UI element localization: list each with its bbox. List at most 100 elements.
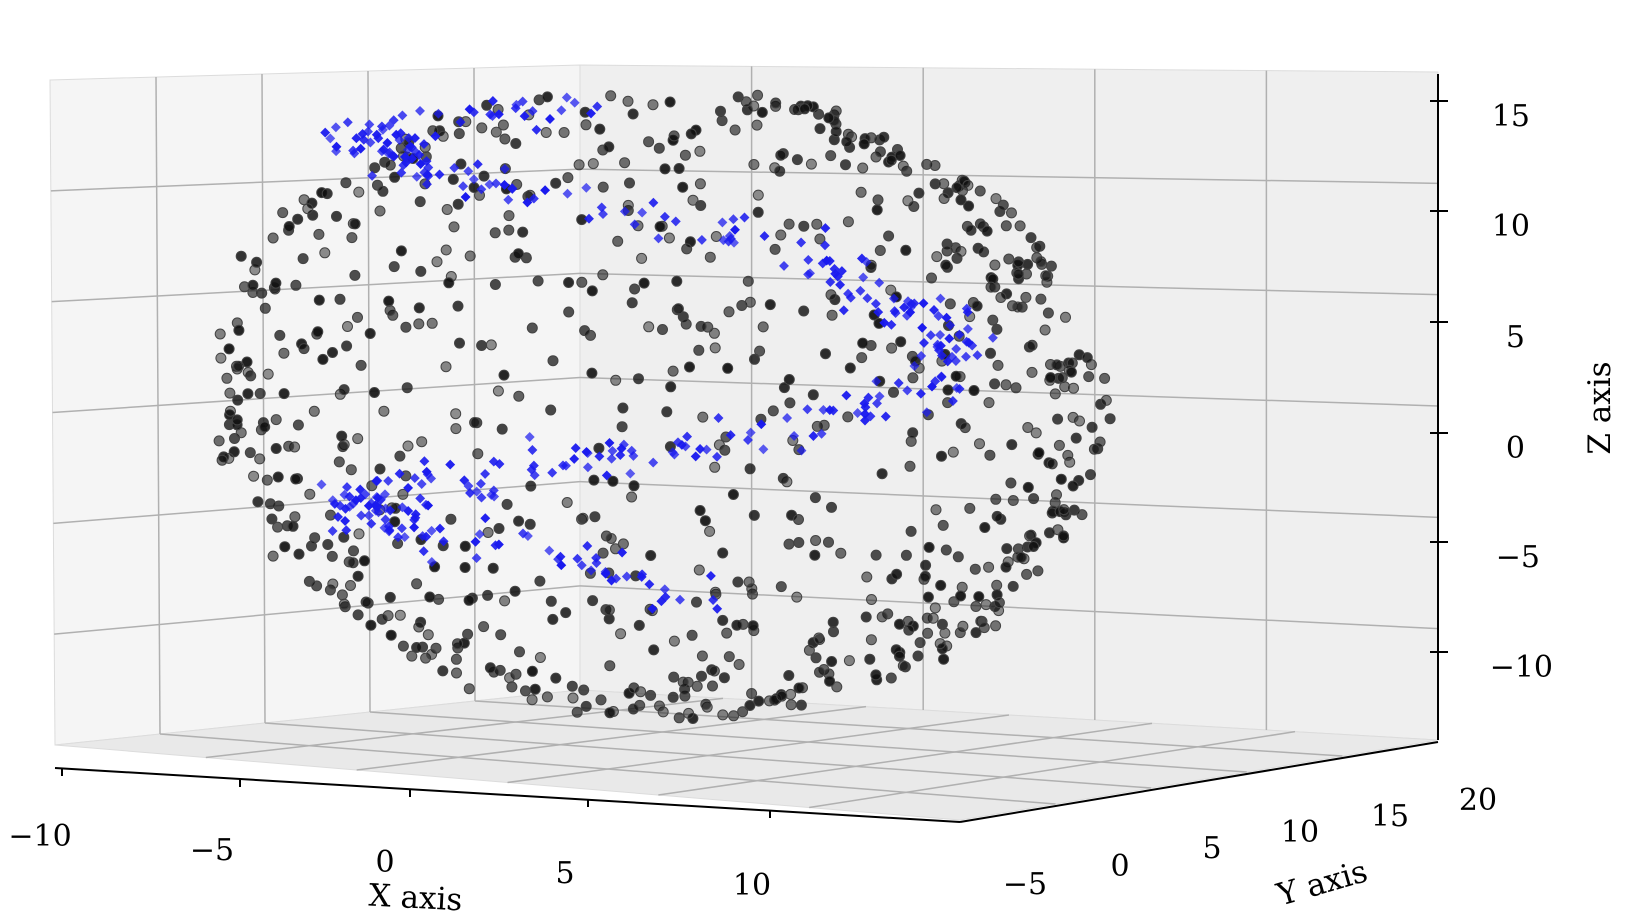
scatter-point-blue [682,431,693,442]
scatter-point-black [744,700,756,711]
scatter-point-black [587,595,599,607]
scatter-point-black [1007,495,1019,506]
scatter-point-blue [617,547,628,558]
scatter-point-black [921,612,933,624]
scatter-point-blue [476,492,487,503]
scatter-point-blue [879,317,890,328]
scatter-point-blue [987,332,998,343]
scatter-point-blue [730,224,740,235]
scatter-point-black [717,709,729,721]
scatter-point-black [627,703,639,715]
scatter-point-blue [355,484,366,495]
scatter-point-black [526,665,538,677]
scatter-point-black [279,541,291,553]
scatter-point-blue [644,579,655,590]
scatter-point-black [440,361,452,373]
scatter-point-black [589,511,601,523]
scatter-point-black [514,646,525,658]
scatter-point-black [991,323,1003,335]
grid-line [369,711,1247,773]
scatter-point-blue [856,253,867,264]
scatter-point-black [1030,427,1042,439]
scatter-point-black [740,96,752,108]
scatter-point-black [498,369,510,381]
scatter-point-blue [816,428,827,439]
scatter-point-black [580,119,592,131]
scatter-point-black [612,235,624,247]
scatter-point-black [721,627,733,639]
scatter-point-black [369,162,381,174]
z-axis-title: Z axis [1582,361,1618,454]
scatter-point-black [1022,481,1034,493]
scatter-point-blue [601,470,612,481]
scatter-point-black [704,251,716,263]
scatter-point-black [251,256,263,268]
scatter-point-black [820,348,831,360]
scatter-point-black [298,343,310,355]
scatter-point-black [490,126,502,138]
scatter-point-black [681,243,693,255]
scatter-point-blue [488,456,499,467]
scatter-point-black [843,655,855,667]
scatter-point-black [716,115,728,127]
scatter-point-black [489,227,501,239]
scatter-point-black [677,676,689,688]
x-tick-label: −10 [8,819,71,854]
scatter-point-black [441,204,453,215]
scatter-point-black [989,259,1001,271]
scatter-point-black [1028,493,1040,505]
scatter-point-black [525,480,537,492]
scatter-point-black [384,159,396,171]
scatter-point-black [731,619,743,631]
scatter-point-black [624,177,635,189]
scatter-point-black [1022,258,1034,270]
scatter-point-blue [331,146,342,157]
scatter-point-black [1045,372,1057,384]
scatter-point-black [306,540,317,552]
scatter-point-black [1010,382,1022,394]
scatter-point-black [717,547,729,559]
scatter-point-blue [600,566,611,577]
scatter-point-blue [327,526,338,536]
y-tick-label: 0 [1110,849,1129,884]
scatter-point-black [619,157,631,169]
scatter-point-blue [522,197,533,208]
scatter-point-black [860,611,872,623]
scatter-point-black [224,387,236,399]
scatter-point-black [938,178,950,190]
scatter-point-black [394,609,406,621]
scatter-point-blue [360,489,371,500]
scatter-point-black [338,384,350,396]
scatter-point-black [348,545,359,557]
scatter-point-black [627,108,639,120]
scatter-point-blue [569,453,580,464]
scatter-point-blue [434,169,445,180]
scatter-point-black [254,388,266,399]
scatter-point-black [694,145,706,157]
scatter-point-black [752,189,764,201]
scatter-point-black [213,435,225,447]
scatter-point-black [406,650,418,662]
scatter-point-black [261,474,273,486]
scatter-point-black [855,186,867,198]
scatter-point-blue [363,510,374,521]
scatter-point-black [793,514,804,525]
scatter-point-black [232,394,244,406]
scatter-point-black [290,279,302,291]
scatter-point-blue [621,571,632,582]
scatter-point-black [272,471,284,483]
scatter-point-black [823,112,835,124]
scatter-point-blue [586,565,597,576]
z-tick-label: −10 [1490,650,1553,685]
scatter-point-black [1014,220,1026,232]
scatter-point-black [926,272,937,284]
scatter-point-blue [725,430,736,441]
scatter-point-black [870,669,882,681]
scatter-point-black [777,472,789,484]
scatter-point-blue [391,129,402,140]
scatter-point-black [752,206,764,218]
scatter-point-black [679,149,691,161]
scatter-point-black [723,306,735,318]
scatter-point-black [987,314,999,326]
scatter-point-black [374,463,386,475]
